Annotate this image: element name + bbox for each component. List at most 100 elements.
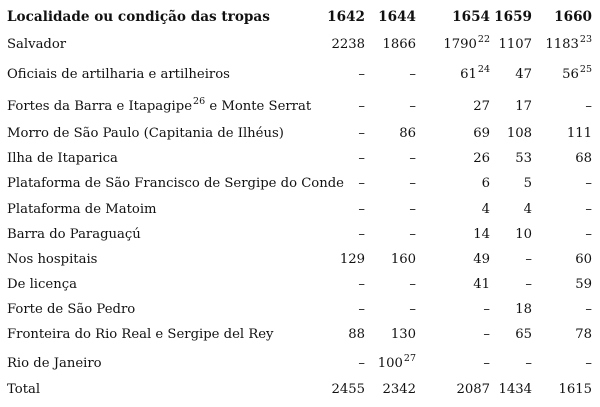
cell-value: –: [358, 356, 365, 371]
row-label: Forte de São Pedro: [7, 298, 135, 322]
header-label: Localidade ou condição das tropas: [7, 9, 270, 25]
row-label: De licença: [7, 273, 77, 297]
table-cell: 68: [575, 147, 592, 171]
row-label: Nos hospitais: [7, 248, 97, 272]
header-year-1659: 1659: [494, 9, 532, 25]
table-row: Ilha de Itaparica – – 26 53 68: [0, 147, 600, 171]
cell-value: –: [409, 277, 416, 292]
cell-value: –: [358, 227, 365, 242]
table-cell: –: [409, 223, 416, 247]
table-cell: 130: [391, 323, 416, 347]
table-cell: 41: [473, 273, 490, 297]
table-cell: –: [358, 352, 365, 376]
footnote-ref: 24: [477, 64, 490, 75]
cell-value: 4: [523, 202, 532, 217]
cell-value: –: [358, 202, 365, 217]
table-cell: –: [358, 223, 365, 247]
cell-value: 129: [339, 252, 365, 267]
table-cell: –: [483, 323, 490, 347]
table-cell: 6: [482, 172, 490, 196]
table-cell: 60: [575, 248, 592, 272]
cell-value: 100: [377, 356, 403, 371]
table-cell: 69: [473, 122, 490, 146]
table-row: Total 2455 2342 2087 1434 1615: [0, 378, 600, 402]
row-label-text: Plataforma de São Francisco de Sergipe d…: [7, 176, 344, 191]
cell-value: 10: [515, 227, 532, 242]
row-label: Total: [7, 378, 40, 402]
row-label-text: Fortes da Barra e Itapagipe: [7, 99, 193, 114]
cell-value: 6: [481, 176, 490, 191]
table-cell: 47: [515, 63, 532, 87]
cell-value: –: [358, 176, 365, 191]
cell-value: 1790: [443, 37, 477, 52]
row-label-text: Oficiais de artilharia e artilheiros: [7, 67, 230, 82]
cell-value: 61: [460, 67, 477, 82]
table-cell: 2342: [382, 378, 416, 402]
table-cell: –: [483, 352, 490, 376]
row-label-text: Fronteira do Rio Real e Sergipe del Rey: [7, 327, 274, 342]
cell-value: 160: [390, 252, 416, 267]
row-label-text: Total: [7, 382, 41, 397]
footnote-ref: 27: [403, 353, 416, 364]
row-label-text: Plataforma de Matoim: [7, 202, 157, 217]
table-cell: 129: [340, 248, 365, 272]
table-cell: –: [409, 147, 416, 171]
cell-value: 1183: [545, 37, 579, 52]
table-cell: 2238: [331, 33, 365, 57]
table-cell: 1434: [498, 378, 532, 402]
cell-value: 5: [523, 176, 532, 191]
cell-value: –: [358, 99, 365, 114]
cell-value: –: [585, 227, 592, 242]
table-cell: 65: [515, 323, 532, 347]
table-cell: –: [358, 298, 365, 322]
table-cell: –: [585, 223, 592, 247]
cell-value: 14: [473, 227, 490, 242]
table-cell: 160: [391, 248, 416, 272]
table-cell: –: [409, 63, 416, 87]
row-label: Plataforma de Matoim: [7, 198, 157, 222]
table-cell: 10: [515, 223, 532, 247]
table-cell: –: [525, 248, 532, 272]
table-row: Salvador 2238 1866 179022 1107 118323: [0, 33, 600, 57]
table-cell: 53: [515, 147, 532, 171]
table-cell: –: [409, 198, 416, 222]
cell-value: –: [358, 151, 365, 166]
table-row: Nos hospitais 129 160 49 – 60: [0, 248, 600, 272]
row-label-text: De licença: [7, 277, 77, 292]
cell-value: –: [525, 252, 532, 267]
table-row: Plataforma de Matoim – – 4 4 –: [0, 198, 600, 222]
table-cell: 26: [473, 147, 490, 171]
row-label-suffix: e Monte Serrat: [205, 99, 312, 114]
table-cell: 86: [399, 122, 416, 146]
footnote-ref: 26: [193, 96, 206, 107]
table-cell: –: [585, 352, 592, 376]
cell-value: –: [525, 277, 532, 292]
row-label-text: Morro de São Paulo (Capitania de Ilhéus): [7, 126, 284, 141]
header-year-1642: 1642: [327, 9, 365, 25]
cell-value: –: [585, 202, 592, 217]
cell-value: 88: [348, 327, 365, 342]
table-cell: 18: [515, 298, 532, 322]
table-cell: 5625: [562, 63, 592, 87]
cell-value: 78: [575, 327, 592, 342]
table-cell: 59: [575, 273, 592, 297]
table-cell: 5: [524, 172, 532, 196]
row-label: Salvador: [7, 33, 66, 57]
cell-value: –: [409, 99, 416, 114]
cell-value: 4: [481, 202, 490, 217]
table-cell: 108: [507, 122, 532, 146]
table-cell: –: [358, 172, 365, 196]
table-cell: 17: [515, 95, 532, 119]
table-cell: 4: [482, 198, 490, 222]
cell-value: 49: [473, 252, 490, 267]
cell-value: 17: [515, 99, 532, 114]
row-label-text: Salvador: [7, 37, 67, 52]
cell-value: 130: [390, 327, 416, 342]
row-label-text: Nos hospitais: [7, 252, 98, 267]
cell-value: –: [358, 302, 365, 317]
table-cell: –: [358, 147, 365, 171]
table-cell: 1107: [498, 33, 532, 57]
table-cell: –: [483, 298, 490, 322]
cell-value: –: [585, 99, 592, 114]
table-cell: –: [585, 95, 592, 119]
